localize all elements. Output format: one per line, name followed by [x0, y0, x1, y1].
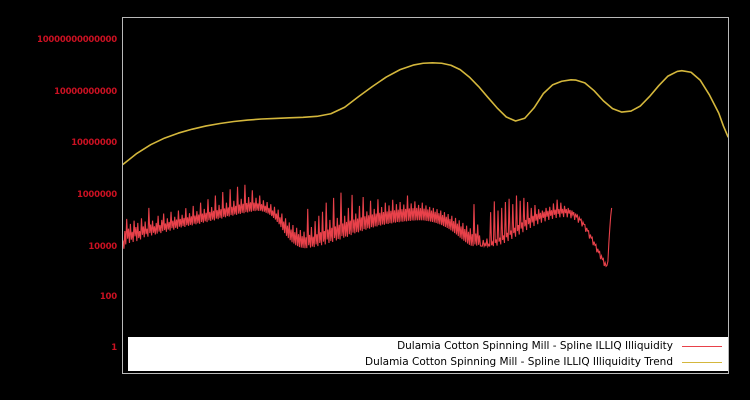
legend-label-illiquidity: Dulamia Cotton Spinning Mill - Spline IL… — [397, 339, 673, 352]
y-tick-label: 1 — [111, 342, 117, 353]
y-tick-label: 1000000 — [76, 189, 117, 200]
y-tick-label: 10000000000 — [54, 86, 117, 97]
y-tick-label: 10000000000000 — [36, 34, 117, 45]
y-tick-label: 10000000 — [71, 137, 117, 148]
legend-swatch-trend — [682, 361, 722, 363]
legend-swatch-illiquidity — [682, 345, 722, 347]
plot-area — [122, 17, 729, 374]
chart-legend: Dulamia Cotton Spinning Mill - Spline IL… — [128, 337, 728, 371]
y-tick-label: 10000 — [88, 241, 117, 252]
legend-label-trend: Dulamia Cotton Spinning Mill - Spline IL… — [364, 355, 673, 368]
legend-entry-illiquidity: Dulamia Cotton Spinning Mill - Spline IL… — [128, 338, 728, 354]
series-line-illiquidity — [123, 184, 613, 268]
y-tick-label: 100 — [99, 291, 117, 302]
plot-canvas — [123, 62, 728, 268]
legend-entry-trend: Dulamia Cotton Spinning Mill - Spline IL… — [128, 354, 728, 370]
series-line-trend — [123, 62, 728, 166]
